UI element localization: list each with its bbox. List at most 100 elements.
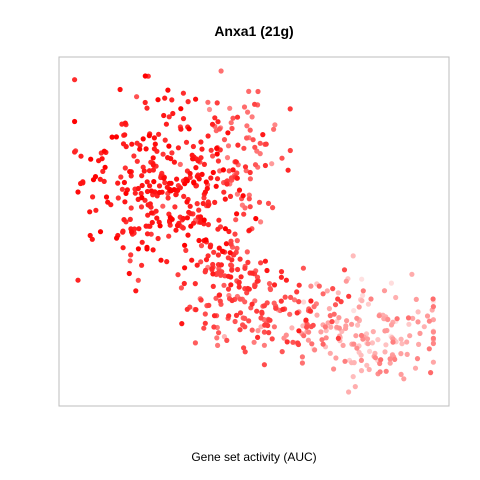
scatter-point xyxy=(263,141,269,147)
scatter-point xyxy=(421,324,427,330)
scatter-point xyxy=(279,155,285,161)
scatter-point xyxy=(332,302,339,308)
scatter-point xyxy=(204,185,210,192)
scatter-point xyxy=(156,131,162,137)
scatter-point xyxy=(180,215,186,222)
scatter-point xyxy=(234,114,241,120)
scatter-point xyxy=(78,153,84,159)
scatter-point xyxy=(219,269,225,275)
scatter-point xyxy=(404,351,410,357)
scatter-point xyxy=(132,190,138,196)
scatter-point xyxy=(165,87,171,93)
scatter-point xyxy=(221,282,227,288)
scatter-point xyxy=(279,349,285,355)
scatter-point xyxy=(376,313,382,319)
scatter-point xyxy=(359,276,365,282)
scatter-point xyxy=(375,337,381,343)
scatter-point xyxy=(214,151,220,157)
scatter-point xyxy=(233,312,240,318)
scatter-point xyxy=(334,318,340,325)
scatter-point xyxy=(229,267,235,273)
scatter-point xyxy=(216,330,222,336)
scatter-point xyxy=(145,202,151,208)
scatter-point xyxy=(103,194,110,200)
scatter-point xyxy=(166,233,172,239)
scatter-point xyxy=(398,336,404,342)
scatter-point xyxy=(340,342,346,348)
scatter-point xyxy=(343,323,349,329)
scatter-point xyxy=(197,214,204,220)
scatter-point xyxy=(387,356,393,362)
scatter-point xyxy=(153,208,159,214)
scatter-point xyxy=(430,359,436,365)
scatter-point xyxy=(186,126,192,132)
scatter-point xyxy=(216,292,223,298)
scatter-point xyxy=(328,324,334,330)
scatter-point xyxy=(181,193,187,199)
scatter-point xyxy=(128,173,134,179)
scatter-point xyxy=(134,94,140,100)
scatter-point xyxy=(320,291,326,297)
scatter-point xyxy=(185,99,191,105)
scatter-point xyxy=(242,265,248,271)
scatter-point xyxy=(121,179,127,186)
scatter-point xyxy=(323,335,329,341)
scatter-point xyxy=(168,188,174,194)
scatter-point xyxy=(356,304,362,310)
scatter-point xyxy=(146,133,152,139)
scatter-point xyxy=(282,294,288,300)
scatter-point xyxy=(240,193,246,199)
scatter-point xyxy=(193,96,199,102)
scatter-point xyxy=(342,358,348,364)
scatter-point xyxy=(210,169,216,176)
scatter-point xyxy=(266,281,273,287)
scatter-point xyxy=(186,209,192,215)
scatter-point xyxy=(122,199,128,205)
scatter-point xyxy=(388,322,395,328)
scatter-point xyxy=(129,229,135,235)
scatter-point xyxy=(365,341,371,347)
scatter-point xyxy=(162,95,168,101)
scatter-point xyxy=(229,297,235,304)
scatter-point xyxy=(216,126,223,132)
scatter-point xyxy=(352,384,358,390)
scatter-point xyxy=(415,319,421,325)
scatter-point xyxy=(129,141,135,147)
scatter-point xyxy=(258,260,264,266)
scatter-point xyxy=(146,168,153,174)
scatter-point xyxy=(205,99,211,105)
scatter-point xyxy=(327,350,333,356)
scatter-point xyxy=(198,139,204,145)
scatter-point xyxy=(234,238,240,244)
scatter-point xyxy=(367,348,373,354)
scatter-point xyxy=(72,149,78,155)
scatter-point xyxy=(212,199,218,205)
scatter-point xyxy=(88,156,94,162)
scatter-point xyxy=(154,215,160,221)
scatter-point xyxy=(228,120,234,126)
scatter-point xyxy=(192,281,198,287)
scatter-point xyxy=(296,282,302,288)
scatter-point xyxy=(102,164,108,170)
scatter-point xyxy=(254,278,260,284)
scatter-point xyxy=(213,295,219,301)
scatter-point xyxy=(269,161,275,167)
scatter-point xyxy=(183,139,190,145)
scatter-point xyxy=(301,333,307,339)
scatter-point xyxy=(245,259,251,265)
scatter-point xyxy=(105,199,111,205)
scatter-point xyxy=(128,205,134,211)
scatter-point xyxy=(382,349,388,355)
scatter-point xyxy=(214,145,220,151)
scatter-point xyxy=(196,207,202,213)
scatter-point xyxy=(299,360,305,366)
scatter-point xyxy=(179,321,185,327)
scatter-point xyxy=(189,257,195,263)
scatter-point xyxy=(193,307,199,313)
scatter-point xyxy=(198,297,204,303)
scatter-point xyxy=(225,286,232,292)
scatter-point xyxy=(210,271,216,277)
scatter-point xyxy=(284,339,290,345)
scatter-point xyxy=(304,324,310,330)
scatter-point xyxy=(351,308,357,314)
